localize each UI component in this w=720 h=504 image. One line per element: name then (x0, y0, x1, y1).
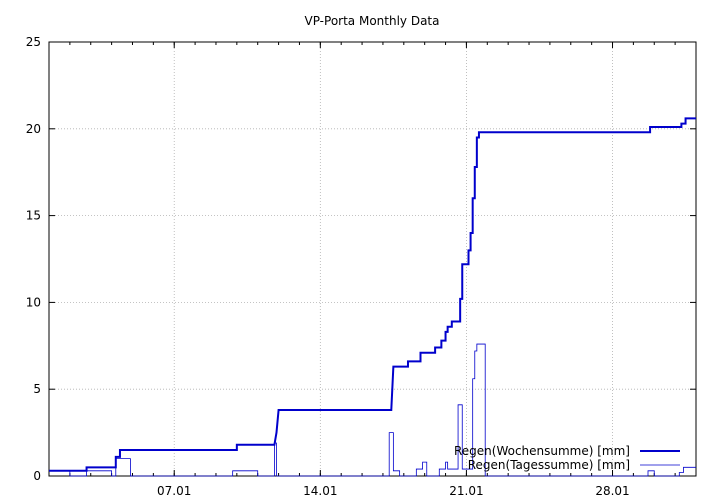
x-tick-label: 21.01 (449, 484, 483, 498)
axes: 0 5 10 15 20 25 07.01 14.01 21.01 28.01 (26, 35, 697, 498)
x-tick-label: 28.01 (595, 484, 629, 498)
x-tick-label: 14.01 (303, 484, 337, 498)
series-line-weekly (49, 117, 696, 472)
series-line-daily (49, 343, 696, 477)
legend-label: Regen(Wochensumme) [mm] (454, 444, 630, 458)
y-tick-label: 20 (26, 122, 41, 136)
y-tick-label: 25 (26, 35, 41, 49)
legend-label: Regen(Tagessumme) [mm] (468, 458, 630, 472)
x-tick-label: 07.01 (157, 484, 191, 498)
y-tick-label: 15 (26, 209, 41, 223)
chart-title: VP-Porta Monthly Data (305, 14, 440, 28)
y-tick-label: 10 (26, 295, 41, 309)
legend: Regen(Wochensumme) [mm]Regen(Tagessumme)… (454, 444, 680, 472)
series-group (49, 117, 696, 477)
y-tick-label: 0 (33, 469, 41, 483)
grid (49, 42, 696, 476)
y-tick-label: 5 (33, 382, 41, 396)
